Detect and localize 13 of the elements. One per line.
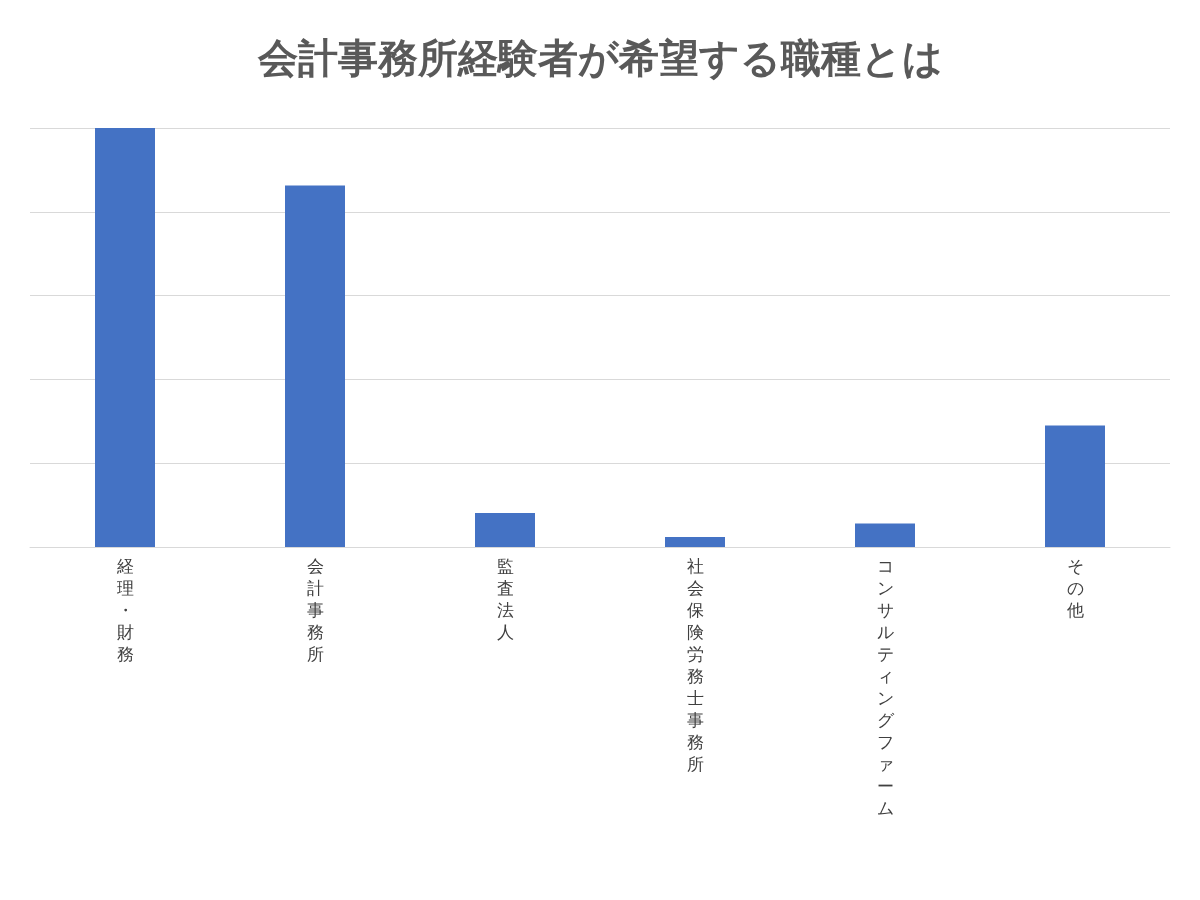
- x-tick-label: 経理・財務: [115, 556, 134, 664]
- x-tick-label: 会計事務所: [306, 556, 324, 664]
- category-label: 社会保険労務士事務所: [686, 556, 704, 774]
- chart-title: 会計事務所経験者が希望する職種とは: [256, 35, 943, 81]
- x-tick-label: 監査法人: [496, 556, 514, 642]
- bar: [665, 536, 725, 547]
- bar: [855, 523, 915, 547]
- bar: [1045, 425, 1105, 547]
- bar: [95, 128, 155, 547]
- bar: [475, 513, 535, 547]
- x-tick-label: その他: [1066, 556, 1084, 620]
- category-label: コンサルティングファーム: [876, 556, 894, 818]
- bar: [285, 185, 345, 547]
